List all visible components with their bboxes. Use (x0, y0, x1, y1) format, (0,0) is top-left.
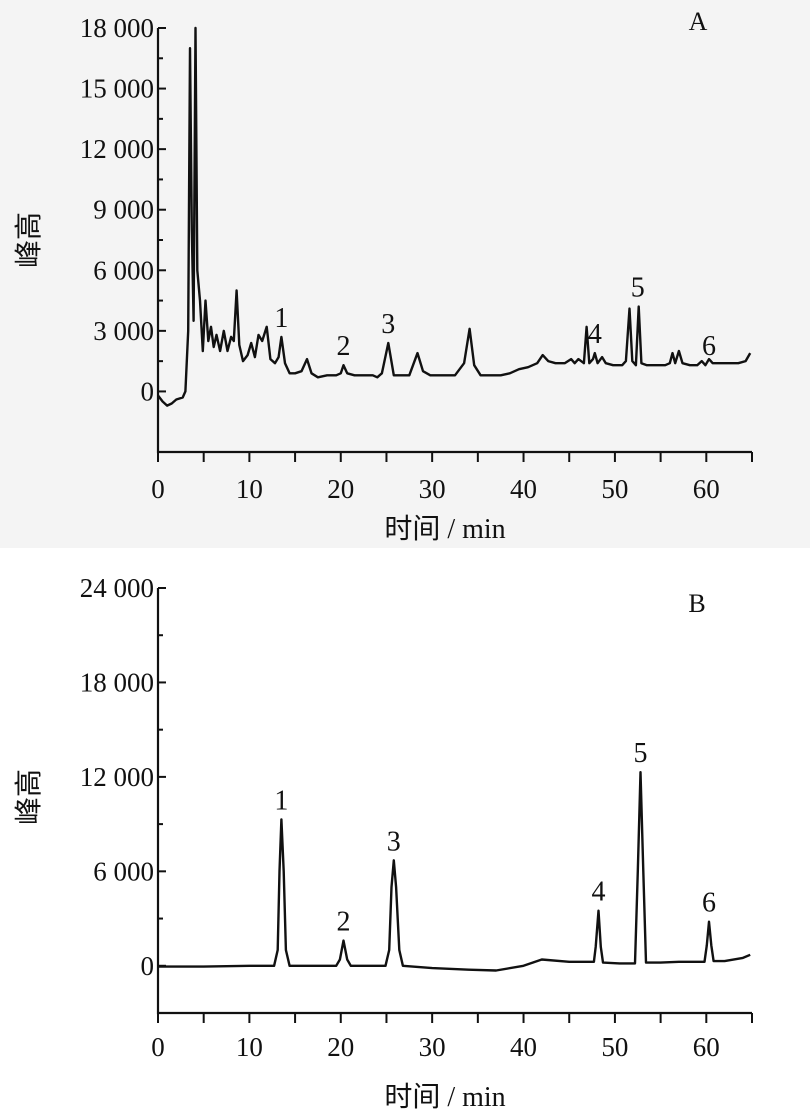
y-tick-label-a: 3 000 (93, 316, 154, 346)
x-tick-label-a: 20 (327, 474, 354, 504)
peak-label-b: 6 (702, 888, 716, 919)
x-axis-title-b: 时间 / min (384, 1081, 505, 1113)
x-tick-label-b: 30 (419, 1032, 446, 1062)
y-axis-title-b: 峰高 (13, 769, 45, 825)
axes-frame-b (156, 588, 752, 1015)
x-tick-label-b: 60 (693, 1032, 720, 1062)
peak-label-a: 2 (337, 331, 351, 362)
panel-a-background (0, 0, 810, 548)
panel-a-chart: 0 10 20 30 40 50 60 0 3 000 6 000 9 000 12 000 15 00… (13, 7, 753, 545)
x-axis-title-a: 时间 / min (384, 513, 505, 545)
peak-label-b: 4 (591, 877, 605, 908)
chromatogram-trace-a (157, 26, 752, 407)
peak-label-a: 4 (588, 319, 602, 350)
peak-label-b: 2 (337, 907, 351, 938)
y-tick-label-b: 18 000 (80, 667, 154, 697)
x-tick-label-a: 60 (693, 474, 720, 504)
x-tick-label-b: 20 (327, 1032, 354, 1062)
y-axis-title-a: 峰高 (13, 212, 45, 268)
peak-label-b: 1 (274, 785, 288, 816)
y-tick-label-b: 0 (141, 951, 155, 981)
peak-label-a: 6 (702, 331, 716, 362)
peak-label-a: 5 (631, 273, 645, 304)
x-tick-label-a: 30 (419, 474, 446, 504)
y-tick-label-a: 9 000 (93, 195, 154, 225)
peak-label-a: 1 (274, 303, 288, 334)
x-tick-label-a: 10 (236, 474, 263, 504)
x-tick-label-b: 10 (236, 1032, 263, 1062)
y-tick-label-a: 18 000 (80, 13, 154, 43)
y-tick-label-b: 24 000 (80, 573, 154, 603)
x-tick-label-b: 50 (601, 1032, 628, 1062)
peak-label-a: 3 (381, 309, 395, 340)
y-tick-label-a: 6 000 (93, 255, 154, 285)
chromatogram-trace-b (158, 771, 751, 972)
x-tick-label-a: 0 (151, 474, 165, 504)
panel-letter-b: B (688, 589, 705, 618)
peak-label-b: 5 (634, 738, 648, 769)
panel-letter-a: A (689, 7, 708, 36)
y-tick-label-b: 6 000 (93, 856, 154, 886)
y-tick-label-a: 0 (141, 376, 155, 406)
peak-label-b: 3 (387, 826, 401, 857)
x-tick-label-a: 40 (510, 474, 537, 504)
y-tick-label-a: 15 000 (80, 74, 154, 104)
x-tick-label-a: 50 (601, 474, 628, 504)
panel-b-chart: 0 10 20 30 40 50 60 0 6 000 12 000 18 000 24 000 峰高时… (13, 573, 753, 1113)
x-tick-label-b: 0 (151, 1032, 165, 1062)
y-tick-label-b: 12 000 (80, 762, 154, 792)
y-tick-label-a: 12 000 (80, 134, 154, 164)
x-tick-label-b: 40 (510, 1032, 537, 1062)
